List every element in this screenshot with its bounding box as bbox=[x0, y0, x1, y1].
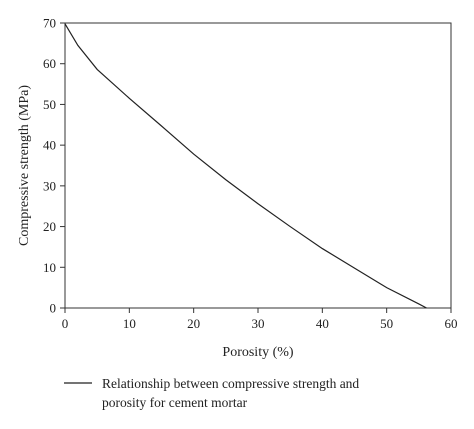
legend: Relationship between compressive strengt… bbox=[64, 376, 359, 410]
x-axis-ticks: 0 10 20 30 40 50 60 bbox=[62, 308, 458, 331]
x-tick-label: 60 bbox=[445, 316, 458, 331]
y-tick-label: 50 bbox=[43, 97, 56, 112]
x-tick-label: 30 bbox=[252, 316, 265, 331]
x-axis-title: Porosity (%) bbox=[222, 345, 294, 360]
x-tick-label: 50 bbox=[380, 316, 393, 331]
y-tick-label: 60 bbox=[43, 56, 56, 71]
x-tick-label: 0 bbox=[62, 316, 69, 331]
y-axis-ticks: 0 10 20 30 40 50 60 70 bbox=[43, 16, 65, 316]
y-tick-label: 20 bbox=[43, 219, 56, 234]
legend-label-line-2: porosity for cement mortar bbox=[102, 395, 248, 410]
x-tick-label: 40 bbox=[316, 316, 329, 331]
y-tick-label: 30 bbox=[43, 178, 56, 193]
plot-frame bbox=[64, 22, 452, 309]
x-tick-label: 20 bbox=[187, 316, 200, 331]
x-tick-label: 10 bbox=[123, 316, 136, 331]
series-line bbox=[64, 23, 427, 309]
y-axis-title: Compressive strength (MPa) bbox=[17, 85, 32, 246]
legend-label-line-1: Relationship between compressive strengt… bbox=[102, 376, 359, 391]
y-tick-label: 70 bbox=[43, 16, 56, 31]
y-tick-label: 0 bbox=[50, 301, 57, 316]
y-tick-label: 40 bbox=[43, 138, 56, 153]
y-tick-label: 10 bbox=[43, 260, 56, 275]
